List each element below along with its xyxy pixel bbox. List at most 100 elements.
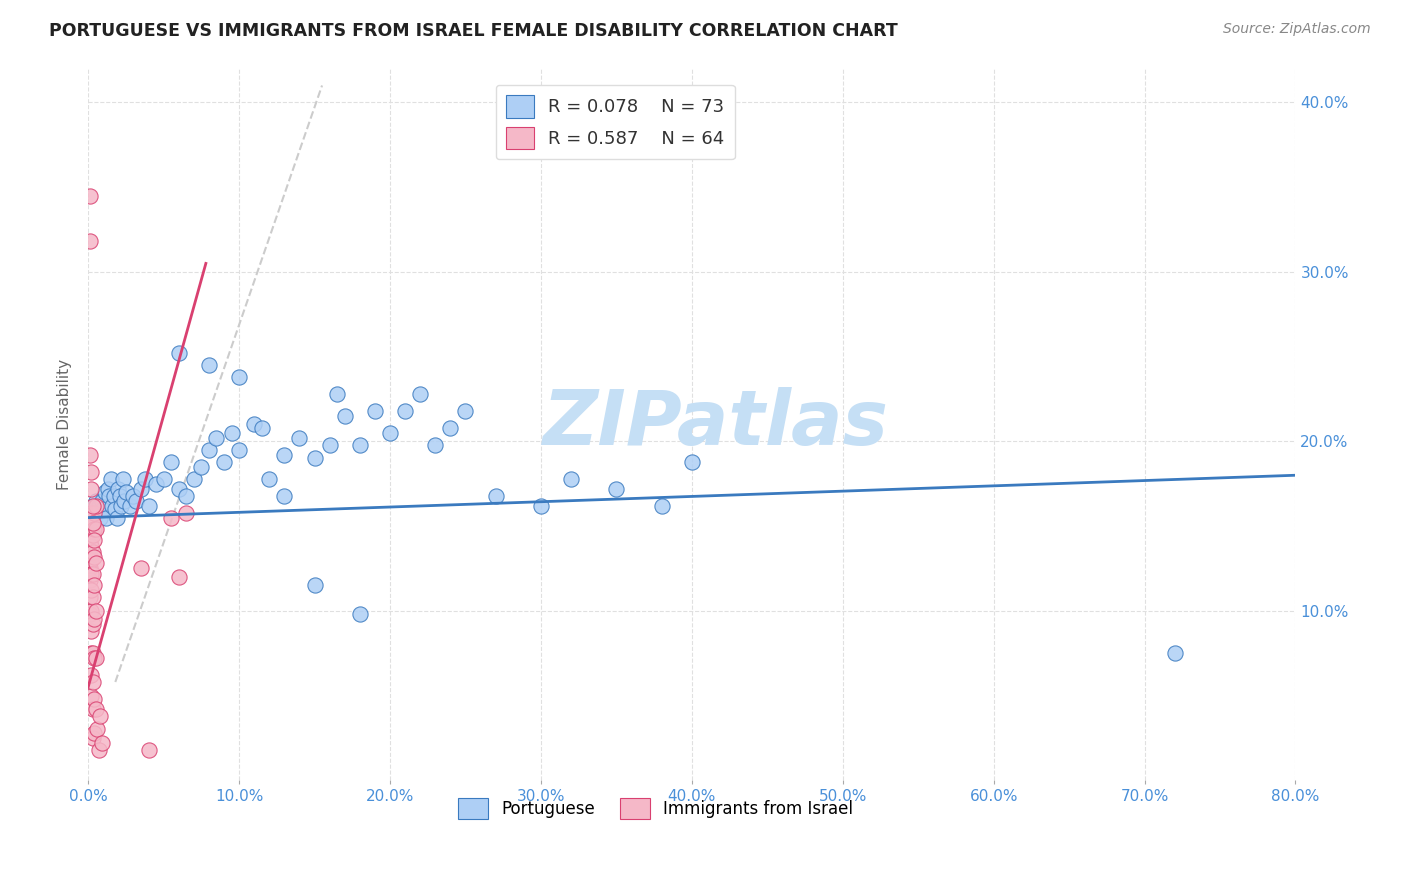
Point: [138, 743, 160, 757]
Point: [82, 731, 104, 745]
Point: [80, 516, 103, 530]
Point: [454, 404, 477, 418]
Point: [83, 523, 105, 537]
Point: [82, 617, 104, 632]
Point: [83, 651, 105, 665]
Point: [82, 516, 104, 530]
Point: [257, 472, 280, 486]
Point: [160, 510, 183, 524]
Point: [90, 736, 112, 750]
Point: [439, 421, 461, 435]
Point: [105, 510, 128, 524]
Point: [90, 493, 112, 508]
Point: [145, 476, 167, 491]
Point: [94, 485, 117, 500]
Point: [681, 455, 703, 469]
Point: [80, 668, 103, 682]
Point: [101, 499, 124, 513]
Point: [425, 438, 447, 452]
Point: [152, 472, 174, 486]
Text: ZIPatlas: ZIPatlas: [543, 387, 889, 461]
Point: [110, 499, 132, 513]
Point: [243, 417, 266, 432]
Point: [79, 591, 101, 605]
Point: [107, 482, 129, 496]
Point: [605, 482, 627, 496]
Point: [83, 612, 105, 626]
Point: [378, 425, 401, 440]
Point: [103, 489, 125, 503]
Point: [82, 499, 104, 513]
Point: [80, 540, 103, 554]
Point: [174, 506, 197, 520]
Point: [198, 358, 221, 372]
Point: [129, 482, 152, 496]
Point: [79, 235, 101, 249]
Point: [87, 743, 110, 757]
Point: [84, 604, 107, 618]
Point: [318, 438, 340, 452]
Point: [80, 465, 103, 479]
Point: [98, 489, 121, 503]
Point: [80, 506, 103, 520]
Point: [333, 409, 356, 423]
Point: [1164, 646, 1187, 660]
Point: [96, 510, 118, 524]
Point: [100, 472, 122, 486]
Point: [651, 499, 673, 513]
Point: [80, 646, 103, 660]
Text: Source: ZipAtlas.com: Source: ZipAtlas.com: [1223, 22, 1371, 37]
Point: [87, 499, 110, 513]
Point: [221, 425, 243, 440]
Point: [167, 482, 190, 496]
Y-axis label: Female Disability: Female Disability: [58, 359, 72, 490]
Point: [167, 570, 190, 584]
Point: [394, 404, 416, 418]
Point: [125, 493, 148, 508]
Point: [122, 489, 145, 503]
Point: [82, 516, 104, 530]
Point: [167, 346, 190, 360]
Point: [83, 549, 105, 564]
Point: [228, 442, 250, 457]
Point: [111, 472, 134, 486]
Point: [83, 510, 105, 524]
Point: [115, 485, 138, 500]
Point: [84, 523, 107, 537]
Point: [212, 455, 235, 469]
Point: [349, 438, 371, 452]
Point: [82, 566, 104, 581]
Point: [79, 574, 101, 588]
Point: [82, 527, 104, 541]
Point: [198, 442, 221, 457]
Point: [82, 646, 104, 660]
Point: [82, 544, 104, 558]
Point: [83, 726, 105, 740]
Point: [205, 431, 228, 445]
Point: [82, 591, 104, 605]
Point: [79, 510, 101, 524]
Point: [108, 489, 131, 503]
Point: [80, 527, 103, 541]
Point: [560, 472, 582, 486]
Point: [84, 493, 107, 508]
Point: [228, 370, 250, 384]
Point: [183, 472, 205, 486]
Point: [84, 702, 107, 716]
Point: [84, 651, 107, 665]
Point: [79, 188, 101, 202]
Point: [104, 502, 127, 516]
Point: [273, 489, 295, 503]
Point: [120, 499, 142, 513]
Point: [80, 624, 103, 639]
Point: [129, 561, 152, 575]
Point: [83, 506, 105, 520]
Point: [89, 709, 111, 723]
Point: [485, 489, 508, 503]
Point: [97, 482, 120, 496]
Point: [134, 472, 156, 486]
Point: [80, 566, 103, 581]
Point: [326, 387, 349, 401]
Point: [80, 506, 103, 520]
Point: [79, 448, 101, 462]
